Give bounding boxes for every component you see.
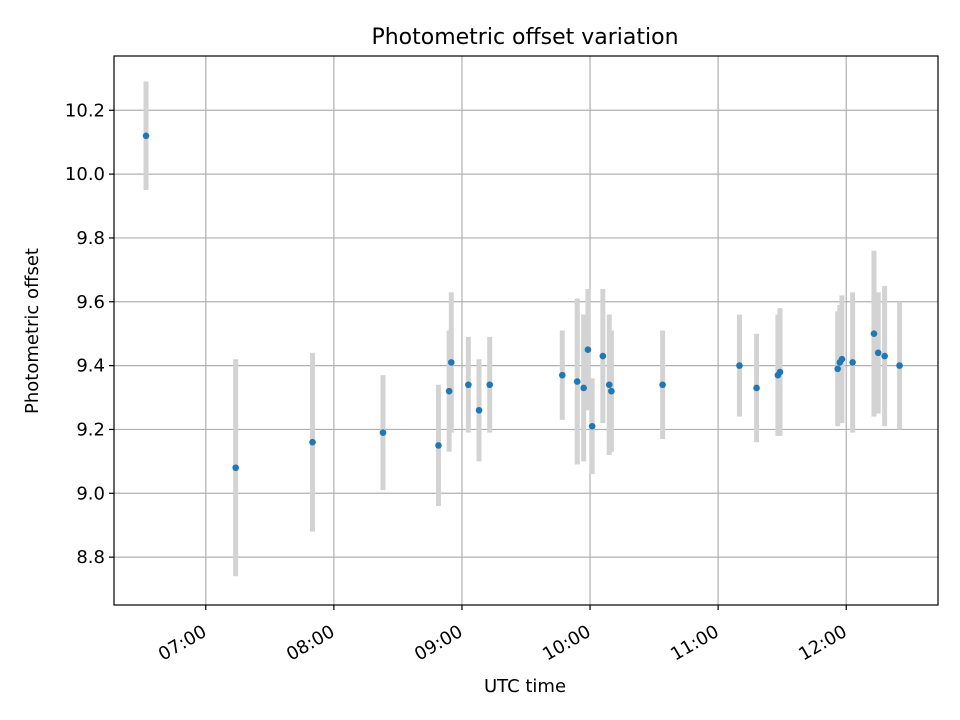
data-point xyxy=(608,387,615,395)
data-point xyxy=(435,442,442,449)
chart-title: Photometric offset variation xyxy=(371,25,678,50)
data-point xyxy=(870,330,878,337)
data-point xyxy=(447,359,455,366)
data-point xyxy=(896,362,903,369)
data-point xyxy=(573,378,581,385)
data-point xyxy=(599,352,607,360)
data-point xyxy=(486,381,494,389)
data-point xyxy=(736,362,743,369)
data-point xyxy=(659,381,666,389)
data-point xyxy=(580,384,587,392)
data-point xyxy=(881,352,888,360)
grid-lines xyxy=(114,56,938,605)
data-point xyxy=(834,365,841,373)
y-tick-label: 10.0 xyxy=(65,164,105,185)
plot-area-frame xyxy=(113,55,939,606)
data-point xyxy=(605,381,613,389)
y-tick-label: 9.4 xyxy=(76,356,105,377)
data-points xyxy=(142,132,903,472)
data-point xyxy=(232,464,239,472)
y-axis-label: Photometric offset xyxy=(22,248,43,414)
data-point xyxy=(776,368,784,376)
data-point xyxy=(309,438,316,446)
data-point xyxy=(142,132,150,140)
data-point xyxy=(588,422,596,430)
data-point xyxy=(753,384,760,392)
data-point xyxy=(465,381,472,389)
data-point xyxy=(849,359,856,366)
data-point xyxy=(838,355,846,363)
data-point xyxy=(558,371,566,379)
y-axis-ticks: 8.8 9.0 9.2 9.4 9.6 9.8 10.0 10.2 xyxy=(65,100,114,568)
data-point xyxy=(584,346,592,353)
data-point xyxy=(874,349,882,357)
y-tick-label: 10.2 xyxy=(65,100,105,121)
data-point xyxy=(475,406,483,414)
y-tick-label: 9.6 xyxy=(76,292,105,313)
y-tick-label: 8.8 xyxy=(76,547,105,568)
y-tick-label: 9.0 xyxy=(76,483,105,504)
data-point xyxy=(445,387,453,395)
y-tick-label: 9.8 xyxy=(76,228,105,249)
data-point xyxy=(379,429,387,436)
x-axis-label: UTC time xyxy=(484,676,566,697)
y-tick-label: 9.2 xyxy=(76,419,105,440)
